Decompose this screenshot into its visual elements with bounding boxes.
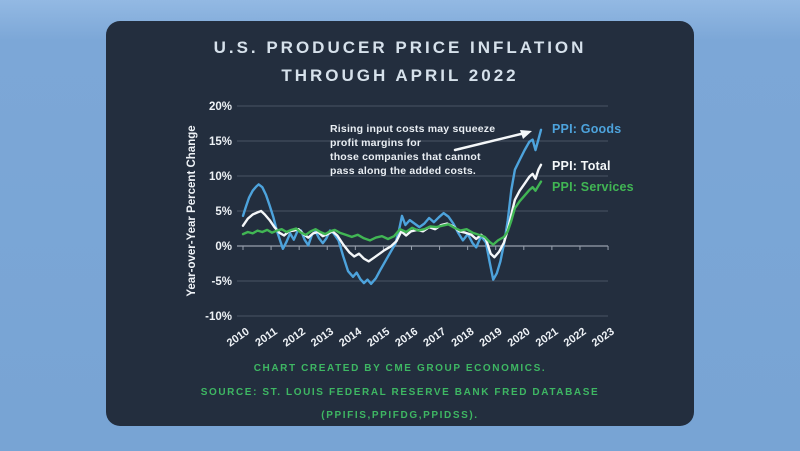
chart-title-line2: THROUGH APRIL 2022 bbox=[281, 66, 519, 85]
y-tick-label: 10% bbox=[209, 171, 232, 183]
x-axis-ticks bbox=[242, 246, 609, 250]
x-tick-label: 2014 bbox=[337, 325, 365, 349]
x-tick-label: 2015 bbox=[365, 326, 392, 350]
y-axis-labels: 20% 15% 10% 5% 0% -5% -10% bbox=[205, 101, 232, 323]
annotation-line: profit margins for bbox=[330, 137, 422, 149]
x-tick-label: 2023 bbox=[590, 326, 617, 350]
x-tick-label: 2012 bbox=[281, 326, 308, 350]
chart-annotation: Rising input costs may squeeze profit ma… bbox=[330, 122, 495, 178]
ppi-line-chart: 20% 15% 10% 5% 0% -5% -10% 2010 2011 2012 2013 2014… bbox=[186, 101, 617, 350]
x-tick-label: 2017 bbox=[421, 326, 448, 350]
footer-source: SOURCE: ST. LOUIS FEDERAL RESERVE BANK F… bbox=[200, 387, 600, 398]
legend-ppi-goods: PPI: Goods bbox=[552, 122, 622, 136]
gridlines bbox=[237, 105, 608, 317]
legend-ppi-services: PPI: Services bbox=[552, 180, 634, 194]
y-axis-title: Year-over-Year Percent Change bbox=[186, 125, 198, 296]
x-tick-label: 2011 bbox=[253, 326, 279, 350]
footer-credit: CHART CREATED BY CME GROUP ECONOMICS. bbox=[253, 363, 547, 374]
y-tick-label: 20% bbox=[209, 101, 232, 113]
y-tick-label: 0% bbox=[215, 241, 232, 253]
y-tick-label: -10% bbox=[205, 311, 232, 323]
annotation-line: those companies that cannot bbox=[330, 151, 481, 163]
ppi-goods-line bbox=[241, 128, 543, 285]
x-tick-label: 2013 bbox=[309, 326, 336, 350]
x-axis-labels: 2010 2011 2012 2013 2014 2015 2016 2017 2018 2019… bbox=[225, 325, 617, 349]
annotation-line: pass along the added costs. bbox=[330, 165, 477, 177]
annotation-arrow bbox=[453, 130, 532, 152]
y-tick-label: -5% bbox=[212, 276, 232, 288]
x-tick-label: 2022 bbox=[562, 326, 589, 350]
legend-ppi-total: PPI: Total bbox=[552, 159, 611, 173]
x-tick-label: 2021 bbox=[534, 326, 561, 350]
arrow-head bbox=[520, 130, 532, 139]
x-tick-label: 2019 bbox=[478, 326, 505, 350]
y-tick-label: 15% bbox=[209, 136, 232, 148]
ppi-services-line bbox=[241, 180, 543, 246]
y-tick-label: 5% bbox=[215, 206, 232, 218]
footer-series-codes: (PPIFIS,PPIFDG,PPIDSS). bbox=[321, 410, 479, 421]
annotation-line: Rising input costs may squeeze bbox=[330, 123, 496, 135]
arrow-shaft bbox=[453, 131, 527, 152]
x-tick-label: 2010 bbox=[225, 326, 252, 350]
x-tick-label: 2016 bbox=[393, 326, 420, 350]
ppi-total-line bbox=[241, 163, 543, 263]
x-tick-label: 2018 bbox=[449, 326, 476, 350]
chart-title-line1: U.S. PRODUCER PRICE INFLATION bbox=[213, 38, 587, 57]
chart-title: U.S. PRODUCER PRICE INFLATION THROUGH AP… bbox=[106, 34, 694, 90]
x-tick-label: 2020 bbox=[506, 326, 533, 350]
chart-card: U.S. PRODUCER PRICE INFLATION THROUGH AP… bbox=[106, 21, 694, 426]
